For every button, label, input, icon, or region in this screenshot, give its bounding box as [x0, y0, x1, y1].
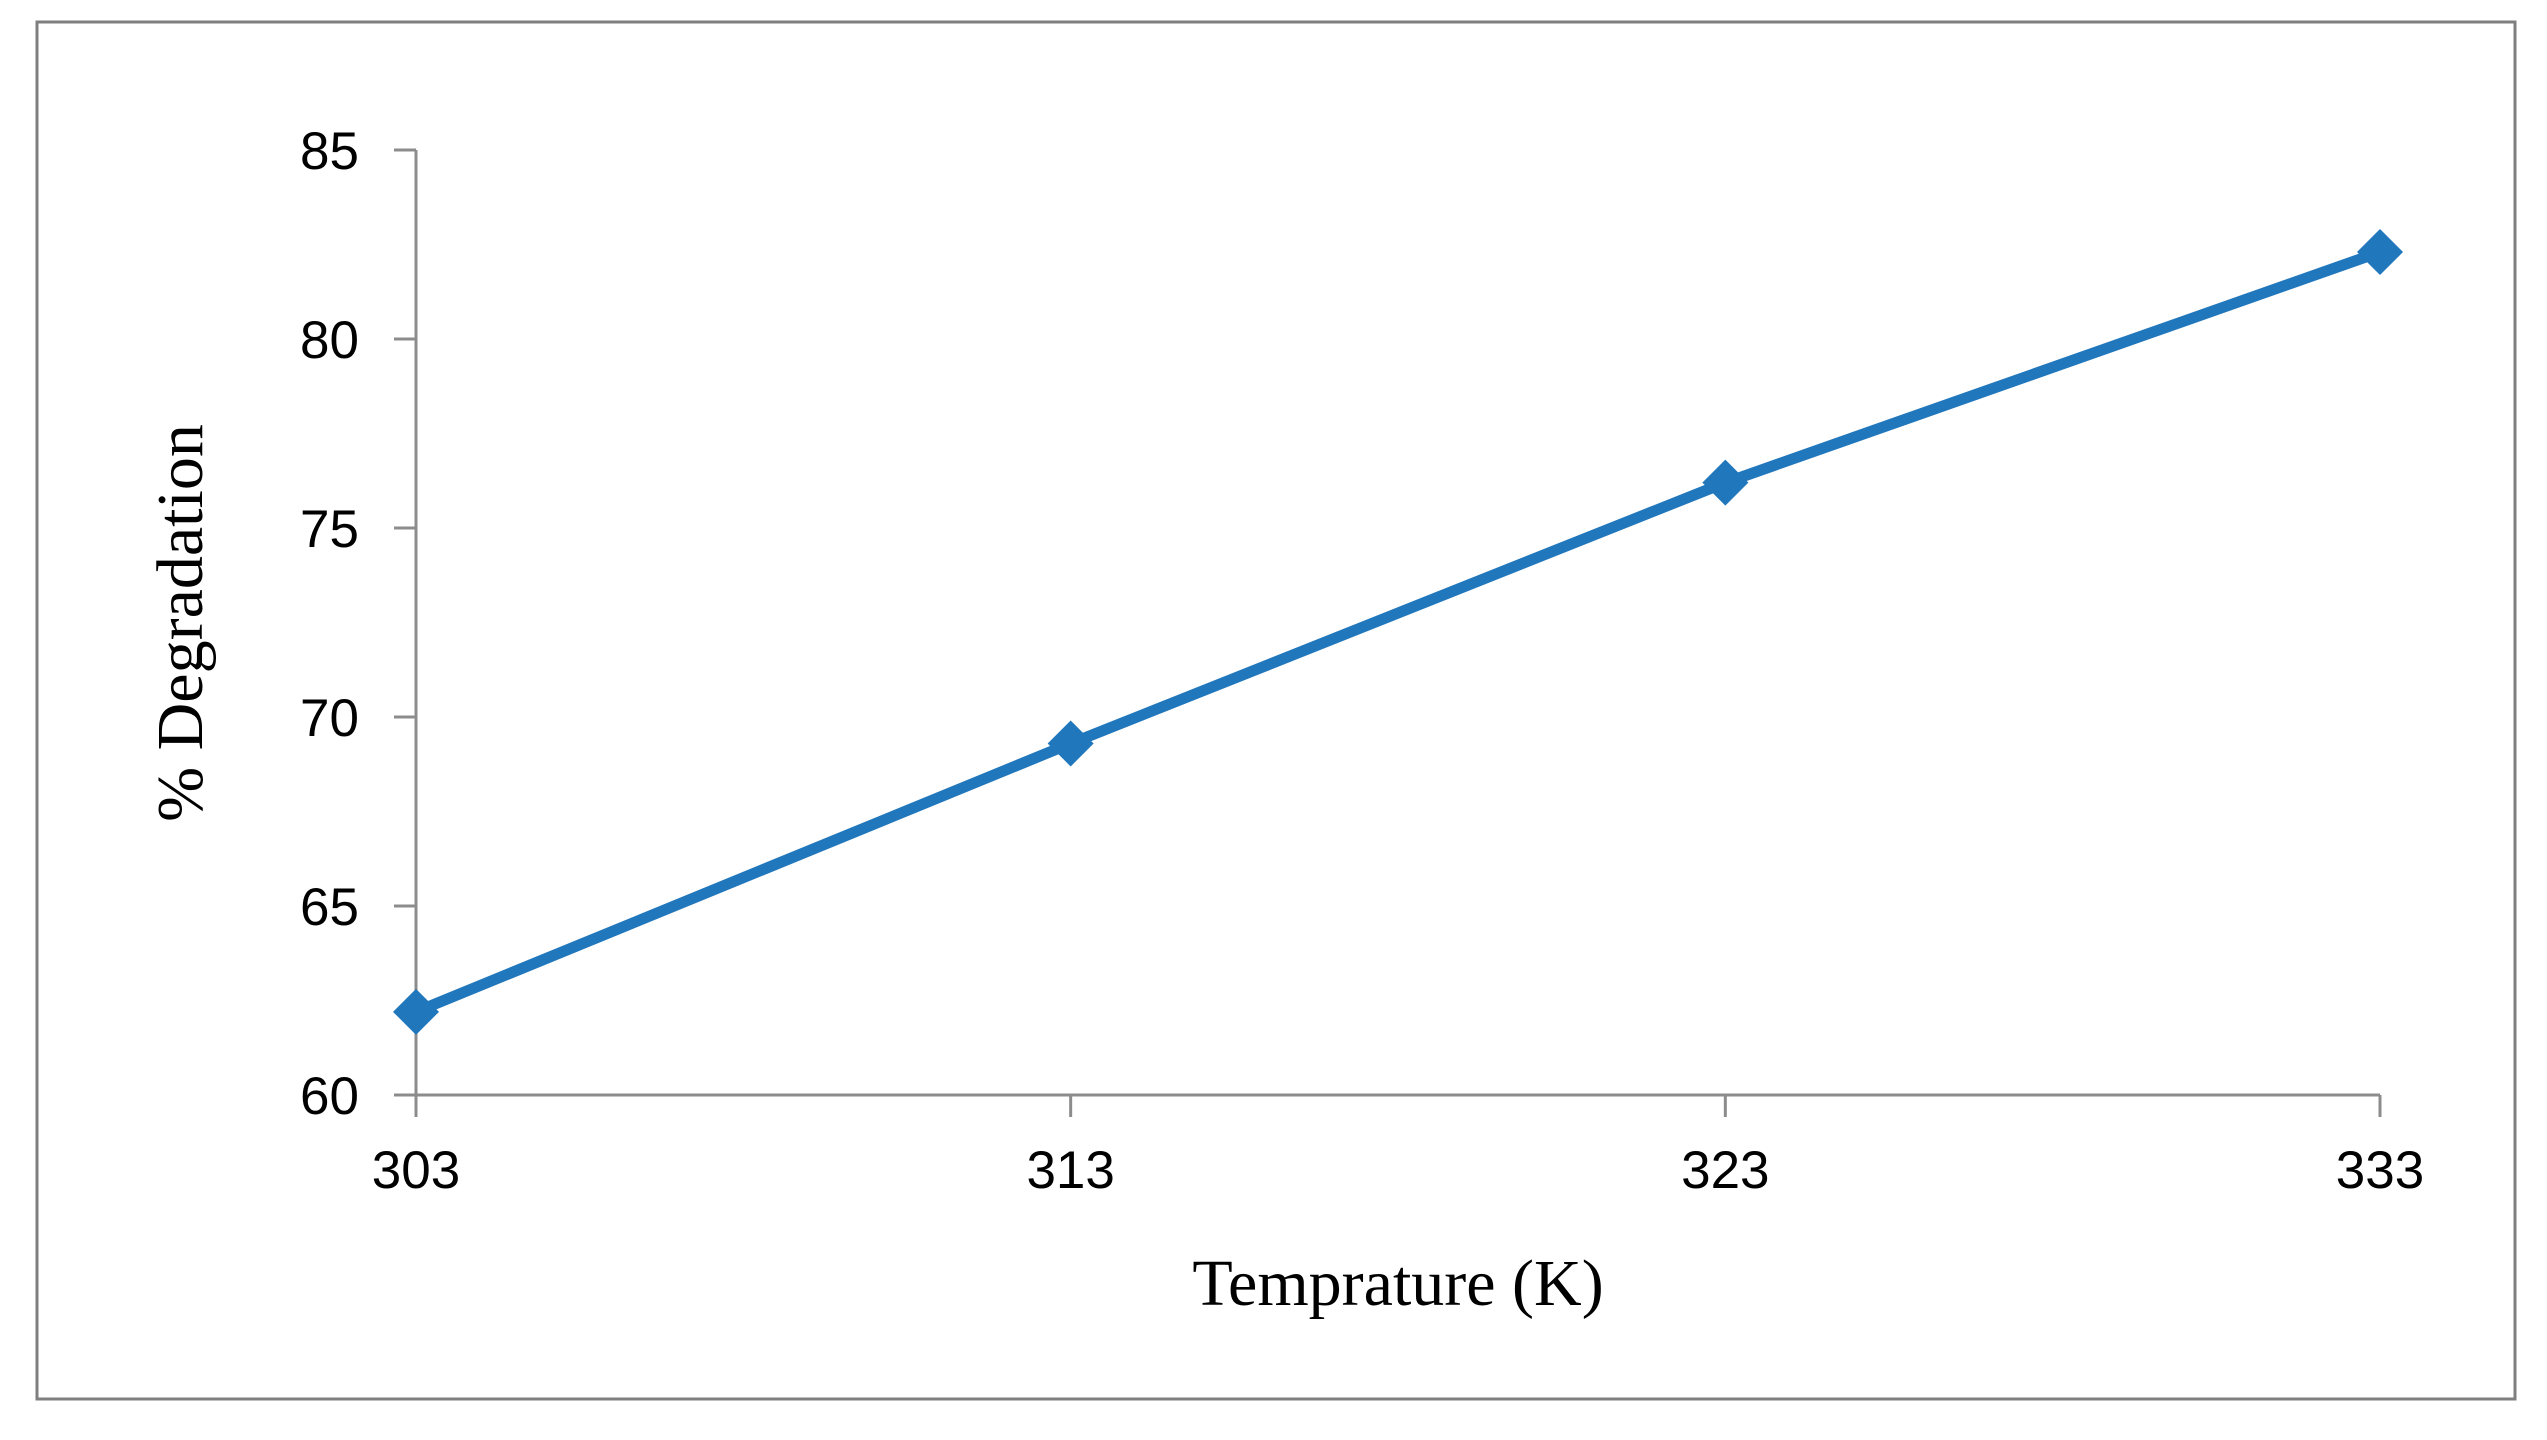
y-axis: 60 65 70 75 80 85: [300, 122, 418, 1126]
series-group: [393, 229, 2403, 1035]
y-axis-title: % Degradation: [144, 424, 217, 822]
x-tick-label: 313: [1026, 1141, 1114, 1200]
y-tick-label: 75: [300, 500, 359, 559]
data-point-marker: [2357, 229, 2403, 276]
y-tick-label: 70: [300, 689, 359, 748]
x-tick-label: 303: [372, 1141, 460, 1200]
y-tick-label: 85: [300, 122, 359, 181]
x-axis-title: Temprature (K): [1192, 1247, 1603, 1320]
y-tick-label: 80: [300, 311, 359, 370]
x-axis: 303 313 323 333: [372, 1093, 2424, 1200]
data-point-marker: [1702, 459, 1749, 506]
x-tick-label: 333: [2336, 1141, 2424, 1200]
data-point-marker: [393, 988, 439, 1035]
series-line: [410, 246, 2386, 1018]
y-tick-label: 60: [300, 1067, 359, 1126]
chart-frame: [35, 20, 2517, 1401]
data-point-marker: [1047, 720, 1094, 767]
y-tick-label: 65: [300, 878, 359, 937]
x-tick-label: 323: [1681, 1141, 1769, 1200]
